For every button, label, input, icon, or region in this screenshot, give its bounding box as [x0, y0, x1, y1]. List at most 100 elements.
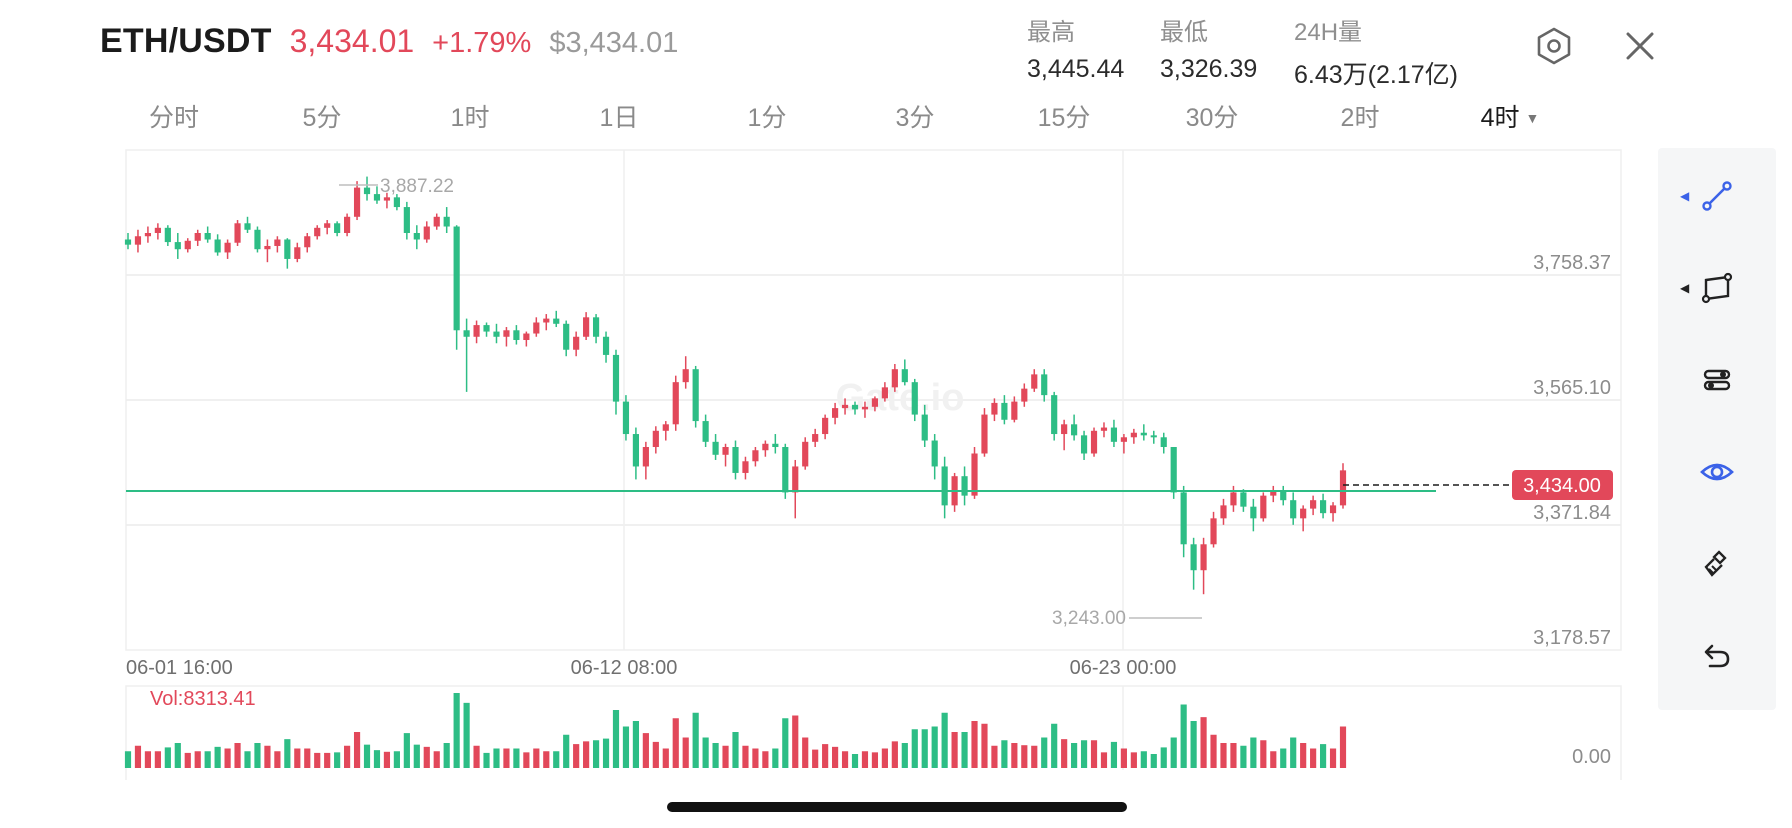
tab-5m[interactable]: 5分: [302, 104, 342, 132]
candle-body: [1160, 437, 1167, 448]
volume-bar: [832, 746, 839, 768]
candle-body: [543, 318, 550, 323]
candle-body: [1280, 491, 1287, 501]
tool-eraser[interactable]: [1658, 534, 1776, 594]
candle-body: [254, 229, 261, 250]
volume-bar: [413, 744, 420, 768]
volume-bar: [1090, 740, 1098, 768]
volume-bar: [1061, 739, 1068, 768]
volume-label: 24H量: [1294, 19, 1363, 46]
tab-3m[interactable]: 3分: [895, 104, 935, 132]
volume-bar: [981, 723, 988, 768]
tab-1m[interactable]: 1分: [747, 104, 787, 132]
volume-bar: [1051, 723, 1058, 768]
tool-undo[interactable]: [1658, 626, 1776, 686]
candle-body: [373, 194, 381, 201]
volume-bar: [254, 743, 261, 768]
candle-body: [931, 440, 938, 467]
volume-bar: [373, 750, 381, 768]
candles-group: [124, 176, 1347, 595]
parallelogram-draw-icon: [1701, 272, 1733, 304]
candle-body: [393, 197, 400, 208]
candle-body: [533, 322, 540, 334]
indicator-settings-icon: [1703, 369, 1731, 391]
candle-body: [154, 227, 161, 234]
candle-body: [124, 239, 132, 245]
volume-bar: [363, 744, 371, 768]
price-level-label: 3,371.84: [1533, 502, 1611, 524]
candle-body: [134, 236, 142, 245]
volume-bar: [712, 743, 719, 768]
candle-body: [1339, 470, 1347, 506]
candle-body: [473, 325, 480, 337]
volume-bar: [244, 751, 251, 768]
candle-body: [1250, 506, 1257, 519]
candle-body: [1290, 500, 1297, 519]
candle-body: [861, 406, 869, 410]
volume-bar: [513, 748, 520, 768]
volume-bar: [792, 715, 799, 768]
volume-bar: [353, 732, 361, 768]
volume-bar: [473, 745, 480, 768]
price-level-label: 3,758.37: [1533, 252, 1611, 274]
candle-body: [881, 387, 888, 399]
candle-body: [214, 239, 221, 253]
price-level-label: 3,565.10: [1533, 377, 1611, 399]
volume-bar: [861, 751, 869, 768]
volume-bar: [433, 751, 440, 768]
tab-1d[interactable]: 1日: [599, 104, 639, 132]
tool-trend-line[interactable]: ◀: [1658, 166, 1776, 226]
volume-bar: [1011, 743, 1018, 768]
candlestick-chart[interactable]: Gate.io 3,758.37 3,565.10 3,371.84 3,178…: [0, 0, 1640, 780]
candle-body: [523, 333, 530, 341]
settings-button[interactable]: [1530, 22, 1578, 70]
candle-body: [682, 369, 689, 383]
volume-bar: [1180, 704, 1187, 768]
close-button[interactable]: [1616, 22, 1664, 70]
tab-1h[interactable]: 1时: [450, 104, 490, 132]
candle-body: [1319, 500, 1327, 514]
tab-30m[interactable]: 30分: [1185, 104, 1239, 132]
candle-body: [1080, 435, 1088, 454]
candle-body: [1230, 492, 1237, 506]
candle-body: [822, 417, 829, 435]
tab-15m[interactable]: 15分: [1037, 104, 1091, 132]
volume-bar: [592, 740, 600, 768]
volume-bar: [1120, 748, 1127, 768]
volume-bar: [1280, 748, 1287, 768]
trading-pair[interactable]: ETH/USDT: [100, 22, 272, 60]
volume-bar: [1021, 745, 1028, 768]
candle-body: [991, 402, 998, 415]
tab-4h[interactable]: 4时 ▼: [1480, 104, 1540, 132]
volume-bar: [194, 751, 201, 768]
candle-body: [174, 242, 181, 250]
candle-body: [234, 223, 241, 243]
volume-bar: [144, 751, 152, 768]
candle-body: [1071, 424, 1078, 436]
tab-timeline[interactable]: 分时: [148, 104, 200, 132]
candle-body: [344, 216, 351, 234]
volume-bar: [961, 732, 968, 768]
volume-bar: [553, 751, 560, 768]
volume-bar: [941, 712, 948, 768]
candle-body: [841, 404, 849, 409]
candle-body: [762, 443, 769, 451]
tool-indicator-settings[interactable]: [1658, 350, 1776, 410]
volume-bar: [851, 754, 859, 768]
tool-visibility[interactable]: [1658, 442, 1776, 502]
volume-bar: [1080, 740, 1088, 768]
volume-bar: [652, 741, 659, 768]
candle-body: [1100, 427, 1108, 431]
trend-line-icon: [1702, 181, 1732, 211]
candle-body: [573, 336, 580, 350]
candle-body: [971, 453, 978, 496]
candle-body: [1130, 432, 1137, 438]
volume-axis-label: 0.00: [1572, 746, 1611, 768]
tab-2h[interactable]: 2时: [1340, 104, 1380, 132]
volume-bar: [503, 748, 510, 768]
volume-bar: [453, 693, 460, 768]
volume-bar: [573, 744, 580, 768]
tool-parallelogram[interactable]: ◀: [1658, 258, 1776, 318]
volume-bar: [304, 748, 311, 768]
candle-body: [353, 187, 361, 217]
